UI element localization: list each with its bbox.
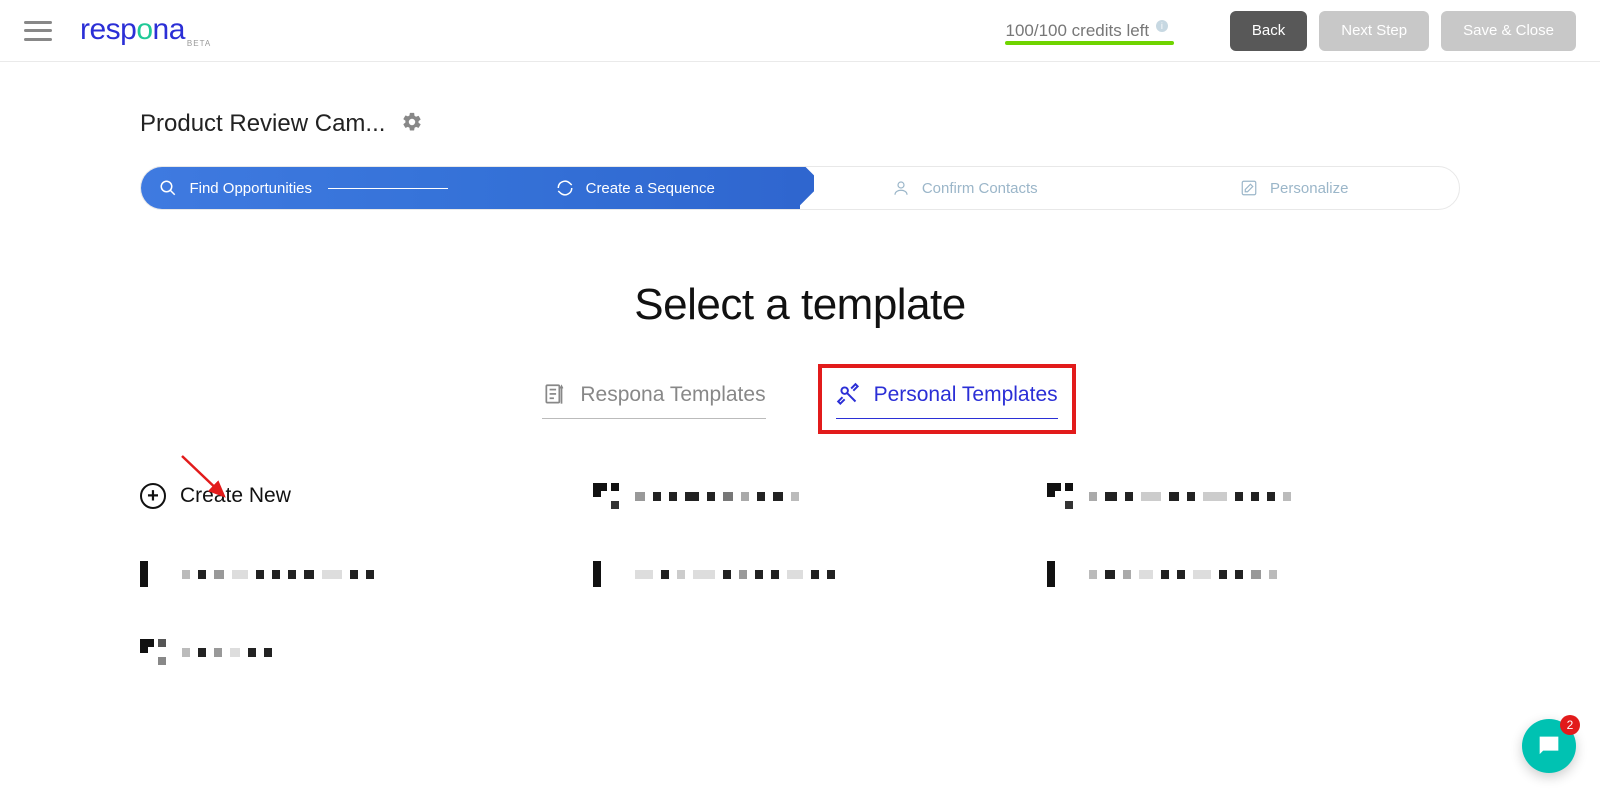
gear-icon[interactable]	[401, 111, 423, 138]
template-item[interactable]	[140, 637, 553, 667]
info-icon[interactable]: i	[1156, 20, 1168, 32]
template-item[interactable]	[1047, 559, 1460, 589]
tab-label: Respona Templates	[580, 383, 765, 407]
campaign-title: Product Review Cam...	[140, 110, 385, 138]
save-close-button[interactable]: Save & Close	[1441, 11, 1576, 51]
template-item[interactable]	[593, 559, 1006, 589]
template-item[interactable]	[140, 559, 553, 589]
refresh-icon	[556, 179, 574, 197]
next-step-button[interactable]: Next Step	[1319, 11, 1429, 51]
template-placeholder-text	[635, 570, 835, 579]
tools-icon	[836, 382, 862, 408]
chat-icon	[1535, 732, 1563, 760]
template-icon	[593, 561, 619, 587]
chat-widget[interactable]: 2	[1522, 719, 1576, 773]
step-create-sequence[interactable]: Create a Sequence	[471, 167, 801, 209]
edit-icon	[1240, 179, 1258, 197]
top-header: responaBETA 100/100 credits left i Back …	[0, 0, 1600, 62]
template-placeholder-text	[635, 492, 799, 501]
create-new-button[interactable]: + Create New	[140, 481, 553, 511]
credits-indicator: 100/100 credits left i	[1005, 20, 1167, 41]
template-placeholder-text	[1089, 492, 1291, 501]
beta-badge: BETA	[187, 39, 211, 48]
template-item[interactable]	[593, 481, 1006, 511]
progress-stepper: Find Opportunities Create a Sequence Con…	[140, 166, 1460, 210]
document-icon	[542, 382, 568, 408]
template-icon	[1047, 561, 1073, 587]
menu-icon[interactable]	[24, 21, 52, 41]
template-grid: + Create New	[140, 481, 1460, 667]
logo[interactable]: responaBETA	[80, 13, 211, 48]
tab-respona-templates[interactable]: Respona Templates	[542, 382, 765, 419]
step-find-opportunities[interactable]: Find Opportunities	[141, 167, 471, 209]
template-item[interactable]	[1047, 481, 1460, 511]
step-label: Find Opportunities	[189, 180, 312, 197]
step-label: Personalize	[1270, 180, 1348, 197]
person-icon	[892, 179, 910, 197]
page-heading: Select a template	[140, 280, 1460, 330]
template-tabs: Respona Templates Personal Templates	[140, 382, 1460, 419]
campaign-title-row: Product Review Cam...	[140, 110, 1460, 138]
tab-label: Personal Templates	[874, 383, 1058, 407]
template-icon	[1047, 483, 1073, 509]
template-icon	[140, 639, 166, 665]
search-icon	[159, 179, 177, 197]
template-icon	[593, 483, 619, 509]
back-button[interactable]: Back	[1230, 11, 1307, 51]
chat-badge: 2	[1560, 715, 1580, 735]
template-placeholder-text	[182, 570, 374, 579]
credits-text: 100/100 credits left	[1005, 21, 1149, 40]
create-new-label: Create New	[180, 484, 291, 508]
step-personalize[interactable]: Personalize	[1130, 167, 1460, 209]
template-placeholder-text	[1089, 570, 1277, 579]
template-placeholder-text	[182, 648, 272, 657]
step-label: Confirm Contacts	[922, 180, 1038, 197]
step-label: Create a Sequence	[586, 180, 715, 197]
plus-icon: +	[140, 483, 166, 509]
tab-personal-templates[interactable]: Personal Templates	[836, 382, 1058, 419]
step-confirm-contacts[interactable]: Confirm Contacts	[800, 167, 1130, 209]
template-icon	[140, 561, 166, 587]
